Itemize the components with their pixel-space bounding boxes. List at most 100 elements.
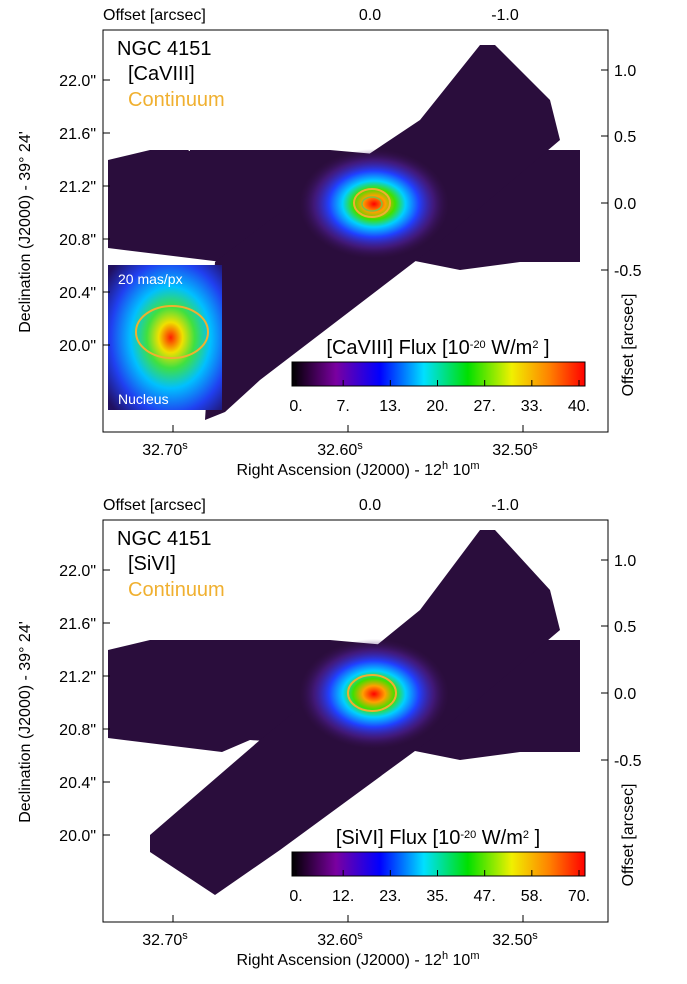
left-tick-label: 21.2" [59, 179, 96, 196]
left-tick-label: 20.4" [59, 775, 96, 792]
colorbar-tick-label: 40. [568, 398, 590, 415]
left-axis-label: Declination (J2000) - 39° 24' [17, 621, 34, 823]
top-tick-label: -1.0 [491, 497, 519, 514]
panel: NGC 4151 [SiVI] Continuum Offset [arcsec] 0.… [17, 497, 642, 969]
left-tick-label: 21.6" [59, 126, 96, 143]
text-part: 10 [448, 462, 470, 479]
superscript: s [357, 930, 363, 942]
text-part: 32.50 [492, 442, 532, 459]
contour [361, 196, 383, 212]
left-tick-label: 20.4" [59, 285, 96, 302]
continuum-contour [347, 674, 397, 712]
colorbar-tick-label: 12. [332, 888, 354, 905]
colorbar-tick-label: 23. [379, 888, 401, 905]
left-tick-label: 21.2" [59, 669, 96, 686]
object-name: NGC 4151 [117, 38, 212, 60]
plot-frame [102, 519, 609, 923]
superscript: s [357, 440, 363, 452]
right-tick-label: 0.5 [614, 129, 636, 146]
superscript: 2 [532, 339, 538, 351]
colorbar-tick-label: 0. [289, 398, 302, 415]
left-tick-label: 20.8" [59, 232, 96, 249]
inset-label: Nucleus [118, 391, 169, 407]
continuum-contour [353, 188, 391, 218]
colorbar-tick-label: 13. [379, 398, 401, 415]
left-tick-label: 21.6" [59, 616, 96, 633]
right-tick-label: -0.5 [614, 753, 642, 770]
text-part: W/m [476, 827, 523, 849]
object-name: NGC 4151 [117, 528, 212, 550]
emission [299, 149, 449, 259]
text-part: [CaVIII] Flux [10 [326, 337, 469, 359]
bottom-tick-label: 32.50s [492, 930, 538, 949]
scale-note: 50 mas/px [138, 135, 203, 151]
bottom-tick-label: 32.60s [317, 440, 363, 459]
superscript: m [470, 460, 479, 472]
superscript: s [532, 930, 538, 942]
top-tick-label: 0.0 [359, 7, 381, 24]
text-part: ] [538, 337, 549, 359]
bottom-axis-label: Right Ascension (J2000) - 12h 10m [237, 950, 480, 969]
superscript: h [442, 950, 448, 962]
text-part: Right Ascension (J2000) - 12 [237, 462, 443, 479]
colorbar [291, 361, 586, 387]
right-tick-label: 1.0 [614, 63, 636, 80]
left-axis-label: Declination (J2000) - 39° 24' [17, 131, 34, 333]
superscript: s [182, 930, 188, 942]
colorbar-label: [CaVIII] Flux [10-20 W/m2 ] [326, 337, 549, 359]
superscript: s [532, 440, 538, 452]
text-part: 32.60 [317, 932, 357, 949]
colorbar-tick-label: 47. [474, 888, 496, 905]
top-axis-label: Offset [arcsec] [103, 7, 206, 24]
top-tick-label: -1.0 [491, 7, 519, 24]
right-axis-label: Offset [arcsec] [620, 294, 637, 397]
line-name: [SiVI] [128, 553, 176, 575]
right-tick-label: 1.0 [614, 553, 636, 570]
text-part: W/m [486, 337, 533, 359]
right-axis-label: Offset [arcsec] [620, 784, 637, 887]
colorbar-tick-label: 58. [521, 888, 543, 905]
right-tick-label: 0.0 [614, 196, 636, 213]
superscript: -20 [460, 829, 476, 841]
colorbar-tick-label: 70. [568, 888, 590, 905]
right-tick-label: 0.0 [614, 686, 636, 703]
continuum-label: Continuum [128, 579, 225, 601]
inset [108, 265, 222, 410]
bottom-tick-label: 32.70s [142, 930, 188, 949]
text-part: 32.70 [142, 932, 182, 949]
colorbar-label: [SiVI] Flux [10-20 W/m2 ] [336, 827, 540, 849]
superscript: 2 [523, 829, 529, 841]
text-part: 32.70 [142, 442, 182, 459]
colorbar-tick-label: 33. [521, 398, 543, 415]
right-tick-label: -0.5 [614, 263, 642, 280]
superscript: s [182, 440, 188, 452]
continuum-label: Continuum [128, 89, 225, 111]
line-name: [CaVIII] [128, 63, 195, 85]
left-tick-label: 22.0" [59, 563, 96, 580]
left-tick-label: 22.0" [59, 73, 96, 90]
right-tick-label: 0.5 [614, 619, 636, 636]
text-part: ] [529, 827, 540, 849]
text-part: Right Ascension (J2000) - 12 [237, 952, 443, 969]
text-part: 10 [448, 952, 470, 969]
bottom-tick-label: 32.60s [317, 930, 363, 949]
text-part: [SiVI] Flux [10 [336, 827, 461, 849]
superscript: -20 [470, 339, 486, 351]
colorbar-tick-label: 35. [426, 888, 448, 905]
top-axis-label: Offset [arcsec] [103, 497, 206, 514]
colorbar-tick-label: 20. [426, 398, 448, 415]
panel: 50 mas/px 20 mas/px Nucleus NGC 4151 [CaVIII… [17, 7, 642, 479]
bottom-axis-label: Right Ascension (J2000) - 12h 10m [237, 460, 480, 479]
text-part: 32.60 [317, 442, 357, 459]
plot-frame [102, 29, 609, 433]
top-tick-label: 0.0 [359, 497, 381, 514]
superscript: m [470, 950, 479, 962]
emission [299, 639, 449, 749]
colorbar [291, 851, 586, 877]
bottom-tick-label: 32.50s [492, 440, 538, 459]
bottom-tick-label: 32.70s [142, 440, 188, 459]
superscript: h [442, 460, 448, 472]
inset-contour [135, 305, 209, 359]
left-tick-label: 20.0" [59, 338, 96, 355]
